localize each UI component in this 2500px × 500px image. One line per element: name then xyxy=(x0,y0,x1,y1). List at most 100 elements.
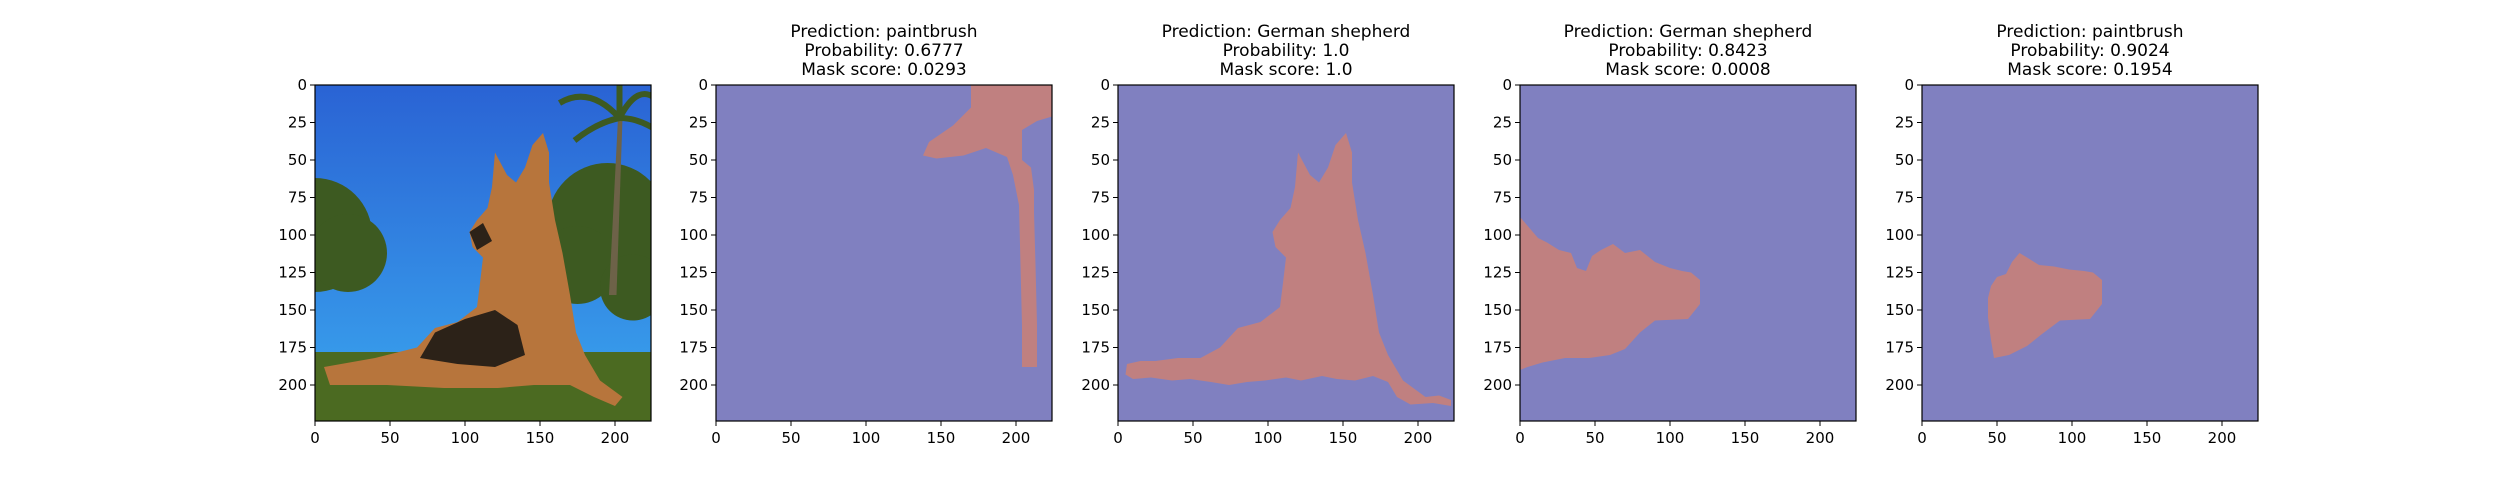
panel-title-line-2: Probability: 1.0 xyxy=(1223,41,1350,61)
x-tick-label: 150 xyxy=(927,429,956,447)
palm-frond-3 xyxy=(616,91,651,120)
x-tick-label: 200 xyxy=(1404,429,1433,447)
panel-title-line-3: Mask score: 0.0293 xyxy=(801,60,966,80)
y-tick-label: 0 xyxy=(698,76,708,94)
y-tick-label: 175 xyxy=(278,339,307,357)
x-tick-label: 150 xyxy=(526,429,555,447)
y-tick-label: 175 xyxy=(679,339,708,357)
y-tick-label: 200 xyxy=(679,376,708,394)
tree-foliage-2 xyxy=(315,214,387,292)
panel-title-line-1: Prediction: German shepherd xyxy=(1564,22,1813,42)
y-tick-label: 150 xyxy=(679,301,708,319)
y-tick-label: 50 xyxy=(1091,151,1110,169)
x-tick-label: 0 xyxy=(711,429,721,447)
panel-title-line-2: Probability: 0.8423 xyxy=(1608,41,1767,61)
axes-frame xyxy=(1921,84,2259,422)
y-tick-label: 175 xyxy=(1885,339,1914,357)
x-tick-label: 50 xyxy=(1987,429,2006,447)
axes-frame xyxy=(1519,84,1857,422)
mask-background xyxy=(1520,85,1856,421)
y-tick-label: 100 xyxy=(278,226,307,244)
y-tick-label: 0 xyxy=(1100,76,1110,94)
dog-photo xyxy=(315,85,651,421)
y-tick-label: 200 xyxy=(1081,376,1110,394)
y-tick-label: 100 xyxy=(1483,226,1512,244)
panel-title-line-1: Prediction: paintbrush xyxy=(790,22,977,42)
y-tick-label: 25 xyxy=(1895,114,1914,132)
y-tick-label: 50 xyxy=(689,151,708,169)
y-tick-label: 50 xyxy=(288,151,307,169)
x-tick-label: 150 xyxy=(2133,429,2162,447)
x-tick-label: 150 xyxy=(1329,429,1358,447)
x-tick-label: 50 xyxy=(1183,429,1202,447)
x-tick-label: 200 xyxy=(601,429,630,447)
y-tick-label: 200 xyxy=(1483,376,1512,394)
mask-region xyxy=(1988,253,2102,358)
x-tick-label: 200 xyxy=(1806,429,1835,447)
x-tick-label: 100 xyxy=(852,429,881,447)
x-tick-label: 150 xyxy=(1731,429,1760,447)
axes-frame xyxy=(1117,84,1455,422)
y-tick-label: 125 xyxy=(679,264,708,282)
y-tick-label: 175 xyxy=(1483,339,1512,357)
y-tick-label: 25 xyxy=(1493,114,1512,132)
x-tick-label: 50 xyxy=(1585,429,1604,447)
y-tick-label: 175 xyxy=(1081,339,1110,357)
y-tick-label: 25 xyxy=(1091,114,1110,132)
x-tick-label: 100 xyxy=(1656,429,1685,447)
x-tick-label: 100 xyxy=(1254,429,1283,447)
panel-title-line-2: Probability: 0.6777 xyxy=(804,41,963,61)
axes-frame xyxy=(314,84,652,422)
mask-background xyxy=(1922,85,2258,421)
dog-muzzle xyxy=(469,223,492,250)
x-tick-label: 200 xyxy=(2208,429,2237,447)
mask-region xyxy=(1520,217,1700,370)
x-tick-label: 50 xyxy=(781,429,800,447)
palm-frond-2 xyxy=(572,115,621,143)
y-tick-label: 50 xyxy=(1493,151,1512,169)
y-tick-label: 125 xyxy=(1081,264,1110,282)
y-tick-label: 75 xyxy=(1493,189,1512,207)
panel-title-line-3: Mask score: 0.0008 xyxy=(1605,60,1770,80)
y-tick-label: 150 xyxy=(1483,301,1512,319)
palm-frond-1 xyxy=(557,93,622,121)
x-tick-label: 100 xyxy=(451,429,480,447)
y-tick-label: 200 xyxy=(278,376,307,394)
y-tick-label: 125 xyxy=(1483,264,1512,282)
y-tick-label: 200 xyxy=(1885,376,1914,394)
y-tick-label: 150 xyxy=(1081,301,1110,319)
x-tick-label: 50 xyxy=(380,429,399,447)
palm-trunk xyxy=(609,118,623,295)
y-tick-label: 75 xyxy=(1091,189,1110,207)
x-tick-label: 0 xyxy=(1515,429,1525,447)
y-tick-label: 25 xyxy=(288,114,307,132)
mask-region xyxy=(923,85,1052,367)
y-tick-label: 25 xyxy=(689,114,708,132)
y-tick-label: 125 xyxy=(1885,264,1914,282)
panel-3: Prediction: German shepherdProbability: … xyxy=(1081,22,1455,447)
y-tick-label: 150 xyxy=(278,301,307,319)
panel-title-line-3: Mask score: 0.1954 xyxy=(2007,60,2172,80)
y-tick-label: 75 xyxy=(689,189,708,207)
panel-1: 0 50 100 150 200 0 25 50 75 100 125 150 175 200 xyxy=(278,76,652,447)
dog-body xyxy=(324,133,623,406)
x-tick-label: 0 xyxy=(310,429,320,447)
y-tick-label: 150 xyxy=(1885,301,1914,319)
y-tick-label: 75 xyxy=(1895,189,1914,207)
palm-frond-4 xyxy=(619,115,651,131)
y-tick-label: 100 xyxy=(679,226,708,244)
y-tick-label: 50 xyxy=(1895,151,1914,169)
panel-4: Prediction: German shepherdProbability: … xyxy=(1483,22,1857,447)
dog-saddle xyxy=(420,310,525,367)
x-tick-label: 0 xyxy=(1113,429,1123,447)
y-tick-label: 75 xyxy=(288,189,307,207)
y-tick-label: 0 xyxy=(297,76,307,94)
y-tick-label: 100 xyxy=(1885,226,1914,244)
y-tick-label: 0 xyxy=(1502,76,1512,94)
panel-title-line-1: Prediction: paintbrush xyxy=(1996,22,2183,42)
x-tick-label: 100 xyxy=(2058,429,2087,447)
panel-title-line-1: Prediction: German shepherd xyxy=(1162,22,1411,42)
